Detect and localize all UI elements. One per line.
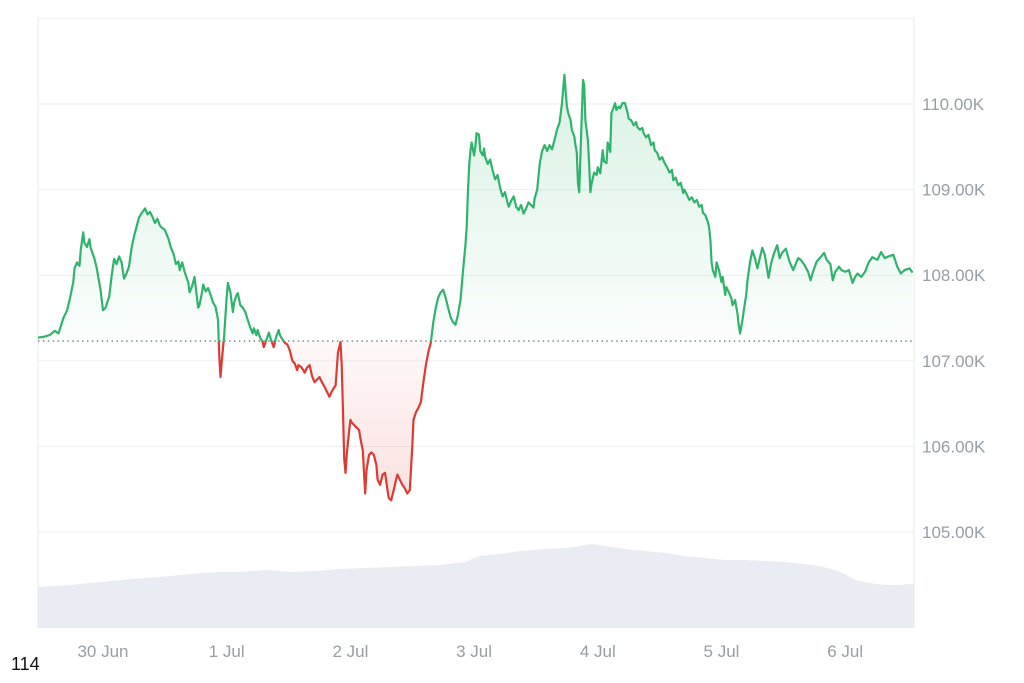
area-below-baseline xyxy=(218,341,432,501)
price-line-layer xyxy=(38,73,914,502)
y-axis-label: 107.00K xyxy=(922,352,986,371)
volume-silhouette xyxy=(38,544,914,628)
x-axis-labels: 30 Jun 1 Jul 2 Jul 3 Jul 4 Jul 5 Jul 6 Jul xyxy=(77,642,863,661)
x-axis-label: 2 Jul xyxy=(332,642,368,661)
x-axis-label: 4 Jul xyxy=(580,642,616,661)
footnote-114: 114 xyxy=(11,654,40,674)
y-axis-label: 106.00K xyxy=(922,437,986,456)
y-axis-label: 110.00K xyxy=(922,95,985,114)
x-axis-label: 5 Jul xyxy=(704,642,740,661)
x-axis-label: 6 Jul xyxy=(827,642,863,661)
x-axis-label: 30 Jun xyxy=(77,642,128,661)
y-axis-label: 108.00K xyxy=(922,266,986,285)
volume-area xyxy=(38,544,914,628)
y-axis-label: 109.00K xyxy=(922,181,986,200)
x-axis-label: 1 Jul xyxy=(209,642,245,661)
y-axis-labels: 110.00K 109.00K 108.00K 107.00K 106.00K 105.0… xyxy=(922,95,986,542)
price-line-up xyxy=(38,73,914,342)
y-axis-label: 105.00K xyxy=(922,523,986,542)
x-axis-label: 3 Jul xyxy=(456,642,492,661)
area-above-baseline xyxy=(38,74,912,342)
price-fill-layer xyxy=(38,74,912,501)
